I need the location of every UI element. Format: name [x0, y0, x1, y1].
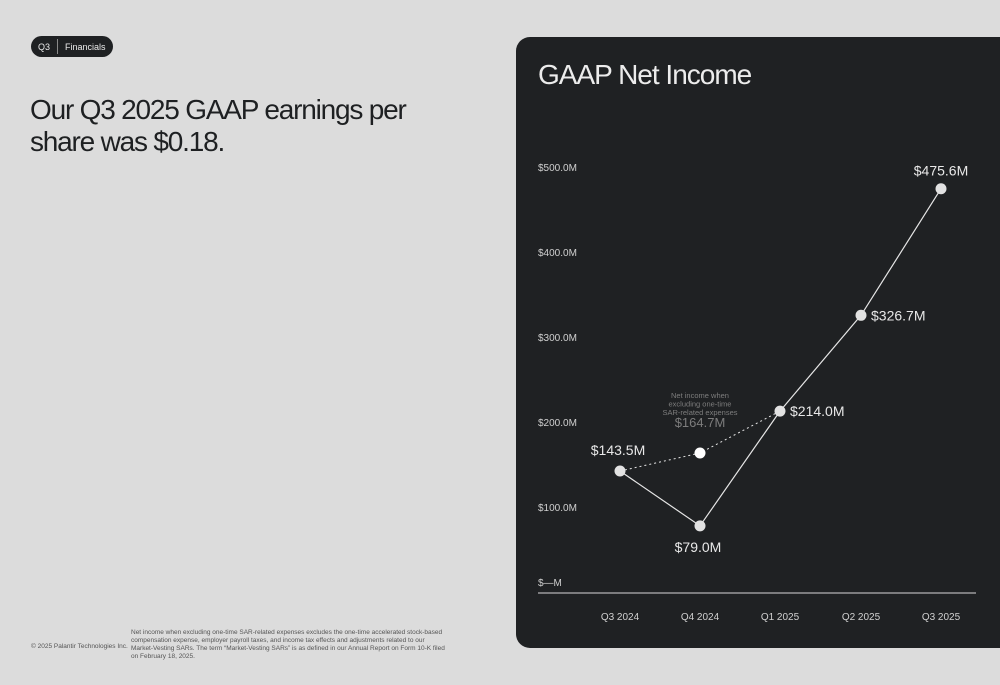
data-label: $475.6M	[914, 163, 968, 179]
chart-title: GAAP Net Income	[538, 59, 752, 90]
headline: Our Q3 2025 GAAP earnings per share was …	[30, 94, 407, 157]
y-tick-label: $400.0M	[538, 248, 577, 259]
annotation-text: excluding one-time	[669, 400, 732, 409]
badge-topic: Financials	[65, 41, 106, 52]
data-label: $326.7M	[871, 307, 925, 323]
data-label: $143.5M	[591, 442, 645, 458]
adjusted-income-point	[694, 447, 706, 459]
y-tick-label: $500.0M	[538, 163, 577, 174]
net-income-chart: $—M $100.0M $200.0M $300.0M $400.0M $500.0M Q3…	[538, 163, 976, 623]
chart-panel: GAAP Net Income $—M $100.0M $200.0M $300.0M…	[516, 37, 1000, 648]
data-point	[935, 183, 947, 195]
data-point	[774, 405, 786, 417]
y-tick-label: $—M	[538, 578, 562, 589]
footnote: Net income when excluding one-time SAR-r…	[131, 629, 445, 660]
x-tick-label: Q3 2024	[601, 612, 640, 623]
data-point	[694, 520, 706, 532]
badge-section: Q3	[38, 41, 51, 52]
y-tick-label: $300.0M	[538, 333, 577, 344]
x-tick-label: Q2 2025	[842, 612, 881, 623]
x-tick-label: Q1 2025	[761, 612, 800, 623]
net-income-line	[619, 188, 942, 527]
y-tick-label: $100.0M	[538, 503, 577, 514]
x-tick-label: Q4 2024	[681, 612, 720, 623]
annotation-text: Net income when	[671, 391, 729, 400]
data-label: $214.0M	[790, 403, 844, 419]
x-tick-label: Q3 2025	[922, 612, 961, 623]
annotation-text: SAR-related expenses	[662, 408, 737, 417]
data-point	[614, 465, 626, 477]
section-badge: Q3 Financials	[31, 36, 113, 57]
data-point	[855, 309, 867, 321]
badge-divider	[57, 39, 59, 54]
y-tick-label: $200.0M	[538, 418, 577, 429]
data-label: $79.0M	[675, 539, 722, 555]
copyright: © 2025 Palantir Technologies Inc.	[31, 643, 128, 650]
adjusted-income-value-label: $164.7M	[675, 415, 726, 430]
